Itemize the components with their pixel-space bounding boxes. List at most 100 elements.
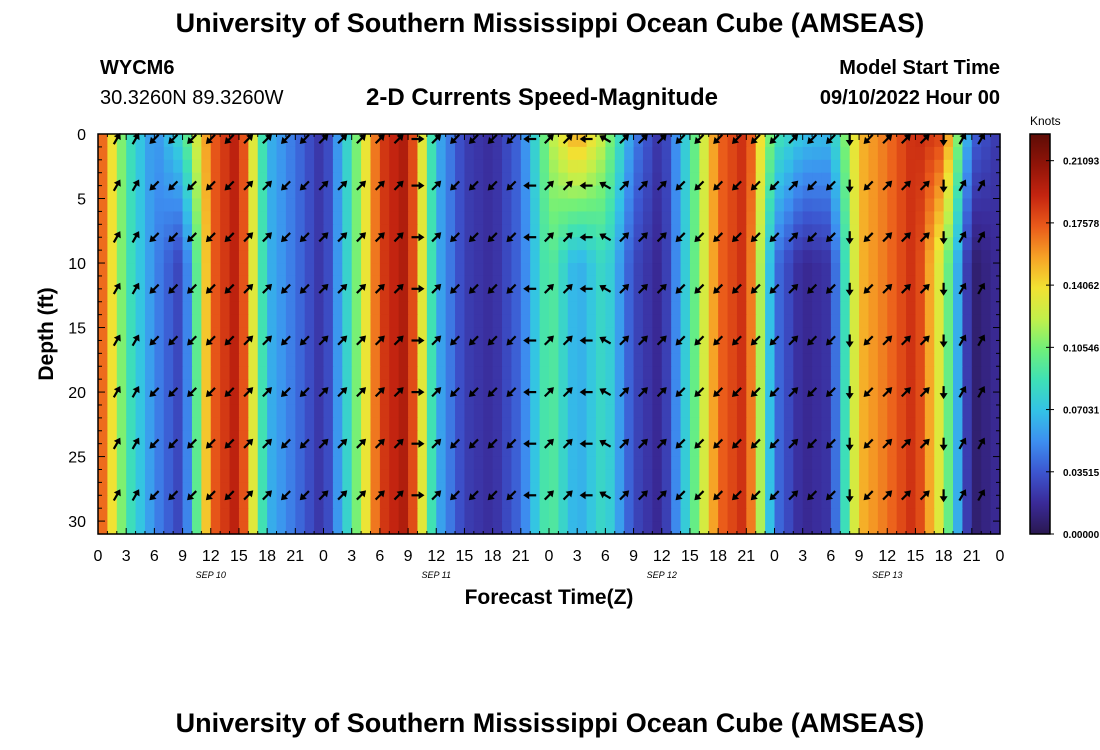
heatmap-cell — [971, 237, 982, 251]
heatmap-cell — [567, 417, 578, 432]
heatmap-cell — [746, 172, 757, 187]
heatmap-cell — [727, 211, 738, 225]
heatmap-cell — [98, 275, 108, 290]
heatmap-cell — [520, 495, 531, 509]
heatmap-cell — [426, 327, 437, 342]
heatmap-cell — [267, 482, 278, 496]
heatmap-cell — [746, 263, 757, 277]
heatmap-cell — [924, 469, 935, 483]
heatmap-cell — [661, 469, 672, 483]
heatmap-cell — [436, 417, 447, 432]
heatmap-cell — [990, 430, 1001, 445]
heatmap-cell — [492, 508, 503, 522]
x-tick-label: 21 — [963, 548, 981, 565]
heatmap-cell — [849, 211, 860, 225]
heatmap-cell — [323, 521, 334, 535]
heatmap-cell — [483, 392, 494, 406]
heatmap-cell — [220, 404, 231, 419]
heatmap-cell — [530, 301, 541, 316]
heatmap-cell — [708, 417, 719, 432]
heatmap-cell — [417, 250, 428, 264]
heatmap-cell — [774, 417, 785, 432]
heatmap-cell — [154, 417, 165, 432]
heatmap-cell — [530, 250, 541, 264]
heatmap-cell — [173, 250, 184, 264]
heatmap-cell — [934, 469, 945, 483]
heatmap-cell — [990, 456, 1001, 471]
heatmap-cell — [144, 443, 155, 458]
current-arrow — [694, 438, 705, 449]
heatmap-cell — [558, 224, 569, 238]
heatmap-cell — [736, 521, 747, 535]
heatmap-cell — [774, 159, 785, 174]
heatmap-cell — [549, 404, 559, 419]
heatmap-cell — [577, 469, 588, 483]
heatmap-cell — [173, 134, 184, 148]
heatmap-cell — [502, 198, 513, 213]
heatmap-cell — [370, 224, 381, 238]
heatmap-cell — [934, 301, 945, 316]
current-arrow — [280, 438, 291, 449]
heatmap-cell — [285, 211, 296, 225]
heatmap-cell — [877, 482, 888, 496]
x-tick-label: 6 — [601, 548, 610, 565]
heatmap-cell — [718, 495, 729, 509]
heatmap-cell — [408, 263, 419, 277]
heatmap-cell — [426, 482, 437, 496]
heatmap-cell — [774, 288, 785, 303]
heatmap-cell — [774, 327, 785, 342]
heatmap-cell — [285, 288, 296, 303]
current-arrow — [243, 232, 254, 243]
current-arrow — [807, 387, 818, 398]
current-arrow — [900, 180, 911, 191]
heatmap-cell — [173, 301, 184, 316]
heatmap-cell — [445, 366, 456, 380]
current-arrow — [562, 387, 573, 398]
current-arrow — [788, 283, 799, 294]
heatmap-cell — [539, 327, 550, 342]
heatmap-cell — [595, 417, 606, 432]
heatmap-cell — [332, 366, 343, 380]
heatmap-cell — [990, 314, 1001, 329]
heatmap-cell — [464, 288, 475, 303]
current-arrow — [562, 490, 573, 501]
heatmap-cell — [549, 159, 559, 174]
heatmap-cell — [295, 353, 306, 367]
heatmap-cell — [906, 456, 917, 471]
heatmap-cell — [943, 159, 954, 174]
heatmap-cell — [295, 430, 306, 445]
heatmap-cell — [220, 250, 231, 264]
heatmap-cell — [417, 366, 428, 380]
heatmap-cell — [783, 314, 794, 329]
heatmap-cell — [238, 495, 249, 509]
current-arrow — [506, 180, 517, 191]
current-arrow — [769, 232, 780, 243]
heatmap-cell — [539, 185, 550, 200]
heatmap-cell — [567, 404, 578, 419]
heatmap-cell — [408, 159, 419, 174]
heatmap-cell — [755, 379, 766, 393]
heatmap-cell — [953, 314, 964, 329]
heatmap-cell — [417, 469, 428, 483]
heatmap-cell — [417, 340, 428, 354]
current-arrow — [431, 387, 442, 398]
heatmap-cell — [633, 443, 644, 458]
heatmap-cell — [934, 250, 945, 264]
heatmap-cell — [492, 263, 503, 277]
heatmap-cell — [332, 159, 343, 174]
heatmap-cell — [492, 288, 503, 303]
heatmap-cell — [210, 250, 221, 264]
heatmap-cell — [314, 521, 325, 535]
heatmap-cell — [849, 417, 860, 432]
heatmap-cell — [445, 159, 456, 174]
heatmap-cell — [379, 185, 390, 200]
current-arrow — [579, 388, 593, 397]
heatmap-cell — [859, 521, 870, 535]
heatmap-cell — [220, 237, 231, 251]
heatmap-cell — [182, 301, 193, 316]
heatmap-cell — [191, 379, 202, 393]
heatmap-cell — [220, 263, 231, 277]
heatmap-cell — [144, 288, 155, 303]
heatmap-cell — [502, 185, 513, 200]
heatmap-cell — [398, 495, 409, 509]
